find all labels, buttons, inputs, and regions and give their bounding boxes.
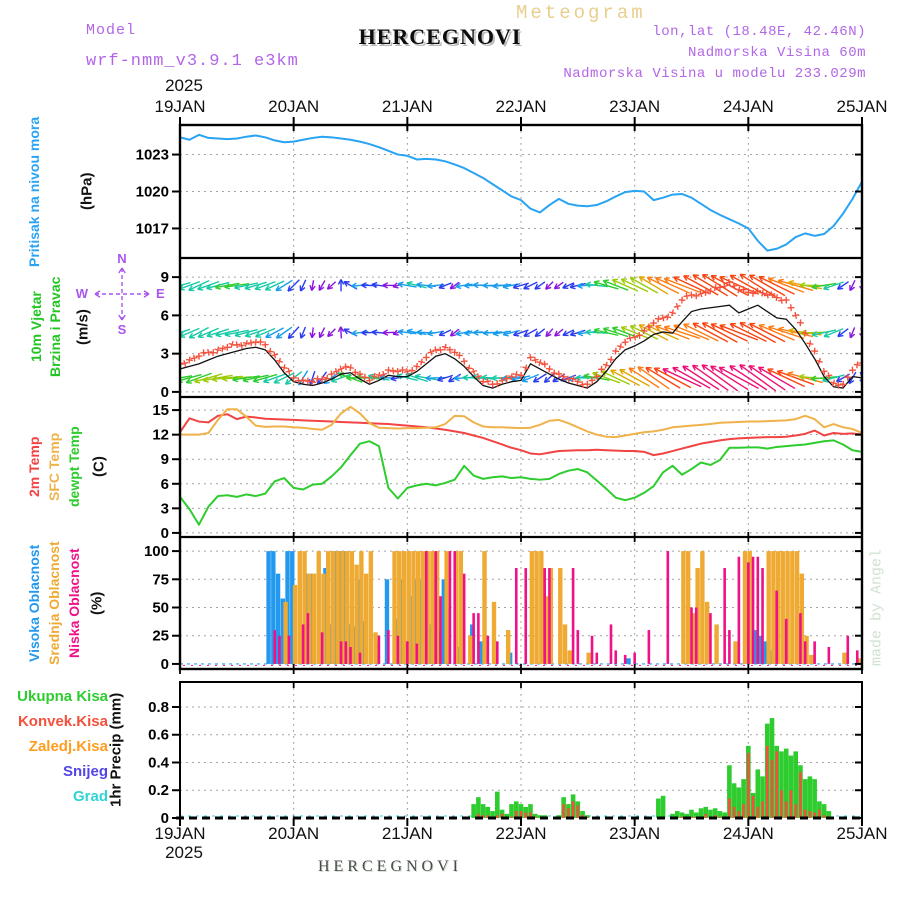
credit-watermark: made by Angel (868, 548, 886, 667)
svg-text:20JAN: 20JAN (268, 97, 319, 116)
cloud-high-axis-label: Visoka Oblacnost (26, 544, 42, 662)
svg-text:1020: 1020 (136, 184, 169, 201)
svg-text:N: N (117, 251, 126, 266)
location-info: lon,lat (18.48E, 42.46N) Nadmorska Visin… (563, 22, 866, 85)
lonlat-text: lon,lat (18.48E, 42.46N) (652, 24, 866, 40)
svg-text:19JAN: 19JAN (154, 824, 205, 843)
svg-text:3: 3 (161, 346, 169, 363)
svg-text:25JAN: 25JAN (836, 97, 887, 116)
svg-text:0.8: 0.8 (148, 699, 169, 716)
svg-text:0.6: 0.6 (148, 727, 169, 744)
model-elevation-text: Nadmorska Visina u modelu 233.029m (563, 66, 866, 82)
cloud-mid-axis-label: Srednja Oblacnost (46, 541, 62, 665)
svg-text:50: 50 (152, 600, 169, 617)
svg-text:2025: 2025 (165, 843, 203, 862)
precip-legend: Ukupna Kisa Konvek.Kisa Zaledj.Kisa Snij… (0, 684, 108, 809)
legend-ukupna-kisa: Ukupna Kisa (17, 688, 108, 705)
model-label: Model (86, 22, 137, 39)
page-title: HERCEGNOVI (358, 24, 522, 49)
svg-text:E: E (156, 286, 165, 301)
temp-2m-axis-label: 2m Temp (26, 436, 42, 498)
legend-konvek-kisa: Konvek.Kisa (17, 713, 108, 730)
svg-text:24JAN: 24JAN (723, 97, 774, 116)
footer-station-label: HERCEGNOVI (318, 858, 462, 875)
svg-text:3: 3 (161, 500, 169, 517)
svg-text:S: S (118, 322, 127, 337)
svg-text:23JAN: 23JAN (609, 824, 660, 843)
svg-text:0.4: 0.4 (148, 754, 170, 771)
svg-text:25JAN: 25JAN (836, 824, 887, 843)
meteogram-watermark: Meteogram (516, 2, 646, 24)
svg-text:20JAN: 20JAN (268, 824, 319, 843)
svg-text:1017: 1017 (136, 220, 169, 237)
temp-sfc-axis-label: SFC Temp (46, 432, 62, 502)
svg-text:6: 6 (161, 307, 169, 324)
svg-text:100: 100 (144, 543, 169, 560)
legend-snijeg: Snijeg (62, 763, 108, 780)
svg-text:2025: 2025 (165, 76, 203, 95)
temp-unit-label: (C) (90, 456, 108, 478)
wind-axis-label-2: Brzina i Pravac (47, 276, 63, 378)
cloud-low-axis-label: Niska Oblacnost (66, 548, 82, 658)
svg-text:9: 9 (161, 269, 169, 286)
svg-text:25: 25 (152, 628, 169, 645)
svg-text:23JAN: 23JAN (609, 97, 660, 116)
legend-grad: Grad (72, 788, 108, 805)
wind-unit-label: (m/s) (74, 309, 92, 346)
precip-unit-label: 1hr Precip (mm) (107, 692, 125, 808)
svg-text:75: 75 (152, 571, 169, 588)
svg-text:21JAN: 21JAN (382, 824, 433, 843)
wind-axis-label-1: 10m Vjetar (28, 291, 44, 363)
svg-text:0: 0 (161, 525, 169, 542)
svg-text:1023: 1023 (136, 147, 169, 164)
legend-zaledj-kisa: Zaledj.Kisa (28, 738, 108, 755)
svg-text:24JAN: 24JAN (723, 824, 774, 843)
temp-dewpt-axis-label: dewpt Temp (66, 426, 82, 508)
svg-text:9: 9 (161, 451, 169, 468)
pressure-axis-label: Pritisak na nivou mora (26, 116, 42, 268)
model-name: wrf-nmm_v3.9.1 e3km (86, 52, 299, 71)
svg-text:19JAN: 19JAN (154, 97, 205, 116)
svg-text:21JAN: 21JAN (382, 97, 433, 116)
svg-text:15: 15 (152, 402, 169, 419)
cloud-unit-label: (%) (88, 591, 106, 615)
svg-text:6: 6 (161, 476, 169, 493)
svg-text:0: 0 (161, 656, 169, 673)
svg-text:W: W (76, 286, 89, 301)
svg-text:0: 0 (161, 810, 169, 827)
elevation-text: Nadmorska Visina 60m (687, 45, 866, 61)
svg-text:22JAN: 22JAN (495, 824, 546, 843)
svg-text:22JAN: 22JAN (495, 97, 546, 116)
pressure-unit-label: (hPa) (78, 172, 96, 211)
svg-text:0: 0 (161, 384, 169, 401)
svg-text:12: 12 (152, 427, 169, 444)
svg-text:0.2: 0.2 (148, 782, 169, 799)
